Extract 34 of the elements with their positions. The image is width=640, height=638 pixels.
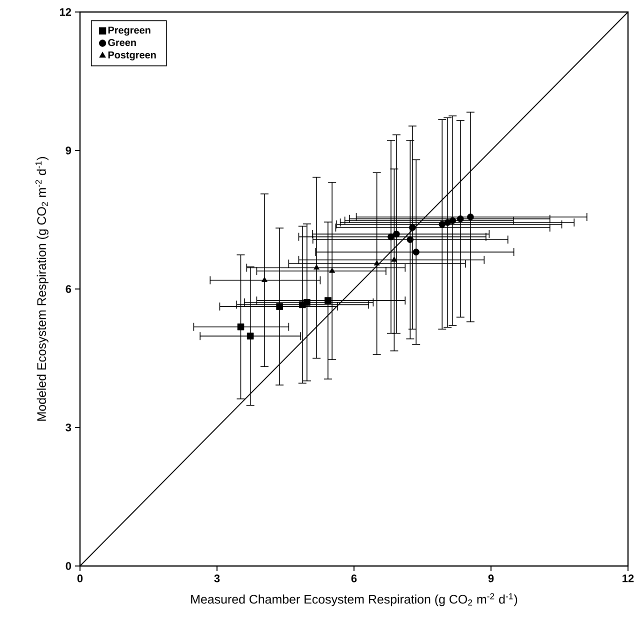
x-tick-label: 6 [351,574,357,582]
point [388,233,394,240]
y-tick-label: 0 [66,562,72,570]
point [304,298,310,306]
legend-label: Pregreen [108,26,150,36]
x-tick-label: 0 [77,574,83,582]
point [237,323,244,330]
point [262,276,268,282]
x-tick-label: 9 [488,574,494,582]
y-tick-label: 3 [66,424,72,432]
point [246,332,254,340]
y-tick-label: 12 [60,8,72,16]
point [314,264,320,270]
point [409,224,416,231]
point [329,268,336,273]
point [374,260,380,266]
point [438,220,446,228]
point [449,217,456,224]
point [467,214,474,220]
x-tick-label: 12 [622,574,634,582]
point [324,297,332,304]
y-axis-title: Modeled Ecosystem Respiration (g CO$_{2}$ m$^{-2}$ d$^{-1}$) [35,157,48,421]
x-tick-label: 3 [214,574,220,582]
y-tick-label: 9 [66,146,72,154]
point [412,248,420,256]
legend-label: Postgreen [108,51,156,60]
x-axis-title: Measured Chamber Ecosystem Respiration (g CO$_{2}$ m$^{-2}$ d$^{-1}$) [191,593,518,606]
point [457,215,464,222]
point [393,230,400,238]
point [276,303,283,310]
point [391,256,398,262]
point [406,236,414,243]
y-tick-label: 6 [66,285,72,293]
legend-label: Green [108,39,136,46]
